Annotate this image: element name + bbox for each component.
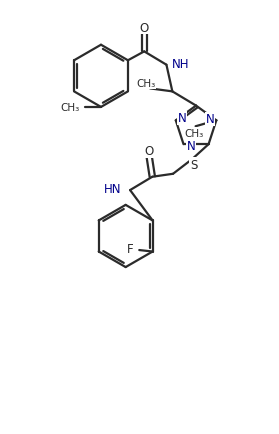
Text: CH₃: CH₃ [136,79,155,89]
Text: CH₃: CH₃ [61,103,80,113]
Text: CH₃: CH₃ [184,128,204,138]
Text: HN: HN [104,183,122,196]
Text: N: N [187,140,195,153]
Text: N: N [205,113,214,126]
Text: S: S [190,158,198,171]
Text: N: N [178,112,187,125]
Text: NH: NH [172,58,189,71]
Text: F: F [127,243,134,256]
Text: O: O [140,22,149,35]
Text: O: O [145,145,154,158]
